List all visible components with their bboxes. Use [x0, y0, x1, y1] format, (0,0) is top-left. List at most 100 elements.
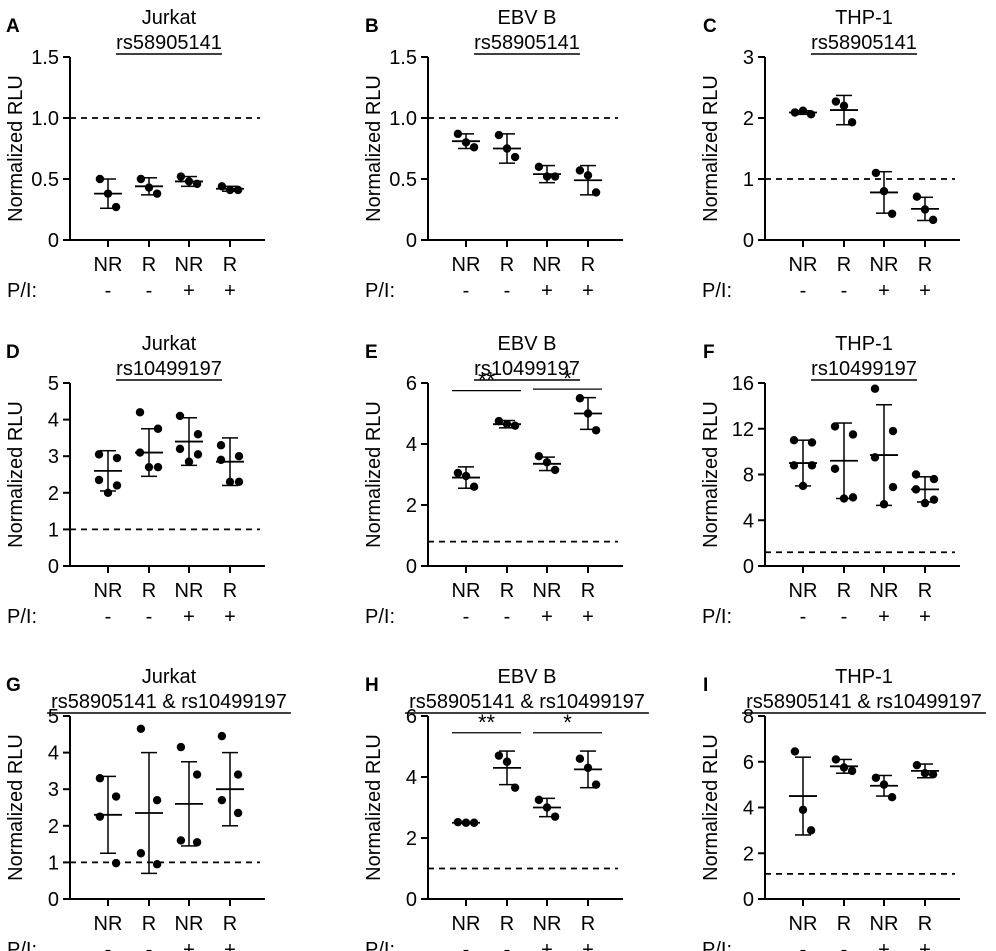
stim-sign: + [919, 280, 931, 302]
data-point [153, 462, 163, 472]
data-point [453, 817, 463, 827]
data-point [136, 724, 146, 734]
y-axis-label: Normalized RLU [363, 401, 385, 548]
y-tick-label: 8 [743, 465, 754, 487]
stim-sign: + [224, 280, 236, 302]
data-point [144, 462, 154, 472]
category-label: NR [870, 913, 899, 935]
data-point [193, 430, 203, 439]
category-label: NR [789, 580, 818, 602]
data-point [542, 172, 552, 181]
data-point [879, 780, 889, 789]
stim-sign: - [105, 939, 112, 951]
series-group [533, 795, 561, 821]
category-label: R [837, 913, 851, 935]
stim-sign: - [504, 939, 511, 951]
y-tick-label: 1.0 [389, 108, 417, 130]
data-point [217, 182, 227, 191]
panel-letter: G [6, 675, 21, 696]
stim-sign: + [919, 606, 931, 628]
cell-line-title: THP-1 [835, 666, 893, 688]
data-point [112, 481, 122, 490]
data-point [911, 485, 921, 494]
y-tick-label: 1.5 [389, 47, 417, 69]
data-point [798, 805, 808, 814]
series-group [216, 437, 244, 487]
data-point [153, 424, 163, 433]
data-point [790, 108, 800, 117]
y-tick-label: 0 [48, 889, 59, 911]
data-point [583, 409, 593, 418]
stim-sign: + [541, 939, 553, 951]
category-label: NR [533, 580, 562, 602]
data-point [135, 408, 145, 417]
cell-line-title: THP-1 [835, 7, 893, 29]
series-group [175, 411, 203, 467]
y-axis-label: Normalized RLU [5, 401, 27, 548]
category-label: NR [175, 580, 204, 602]
data-point [912, 760, 922, 770]
data-point [879, 187, 889, 196]
series-group [135, 408, 163, 478]
y-tick-label: 5 [48, 373, 59, 395]
series-group [216, 182, 244, 195]
stim-sign: + [878, 606, 890, 628]
data-point [111, 202, 121, 212]
series-group [533, 162, 561, 184]
data-point [928, 770, 938, 779]
data-point [103, 189, 113, 198]
series-group [870, 384, 898, 509]
series-group [493, 416, 521, 430]
stim-label: P/I: [7, 280, 37, 302]
series-group [574, 750, 602, 789]
data-point [831, 97, 841, 106]
series-group [911, 760, 939, 779]
data-point [510, 783, 520, 792]
data-point [798, 106, 808, 115]
data-point [184, 457, 194, 466]
data-point [575, 394, 585, 403]
stim-sign: - [146, 280, 153, 302]
data-point [847, 118, 857, 127]
data-point [192, 770, 202, 779]
y-tick-label: 0 [743, 556, 754, 578]
series-group [911, 192, 939, 225]
data-point [152, 189, 162, 198]
data-point [789, 461, 799, 470]
stim-sign: + [878, 939, 890, 951]
data-point [534, 162, 544, 171]
y-tick-label: 1.0 [31, 108, 59, 130]
data-point [233, 808, 243, 818]
data-point [583, 171, 593, 180]
y-tick-label: 3 [48, 446, 59, 468]
panel-b: B EBV B rs58905141 Normalized RLU 0 0.5 1.0 1.5… [363, 7, 623, 302]
snp-label: rs58905141 [116, 32, 222, 54]
stim-sign: + [183, 606, 195, 628]
stim-sign: + [541, 280, 553, 302]
panel-letter: C [703, 16, 717, 37]
data-point [831, 755, 841, 764]
panel-g: G Jurkat rs58905141 & rs10499197 Normalized… [5, 666, 291, 951]
data-point [848, 493, 858, 502]
cell-line-title: EBV B [498, 666, 557, 688]
data-point [575, 166, 585, 175]
category-label: R [142, 580, 156, 602]
data-point [502, 144, 512, 153]
data-point [216, 455, 226, 465]
stim-label: P/I: [7, 939, 37, 951]
data-point [233, 770, 243, 779]
y-tick-label: 4 [48, 410, 59, 432]
stim-label: P/I: [702, 939, 732, 951]
series-group [452, 817, 480, 827]
category-label: R [223, 913, 237, 935]
data-point [911, 470, 921, 479]
data-point [94, 475, 104, 485]
category-label: NR [452, 580, 481, 602]
data-point [789, 435, 799, 445]
data-point [193, 450, 203, 459]
data-point [469, 143, 479, 152]
category-label: NR [94, 913, 123, 935]
series-group [870, 168, 898, 218]
category-label: R [581, 254, 595, 276]
